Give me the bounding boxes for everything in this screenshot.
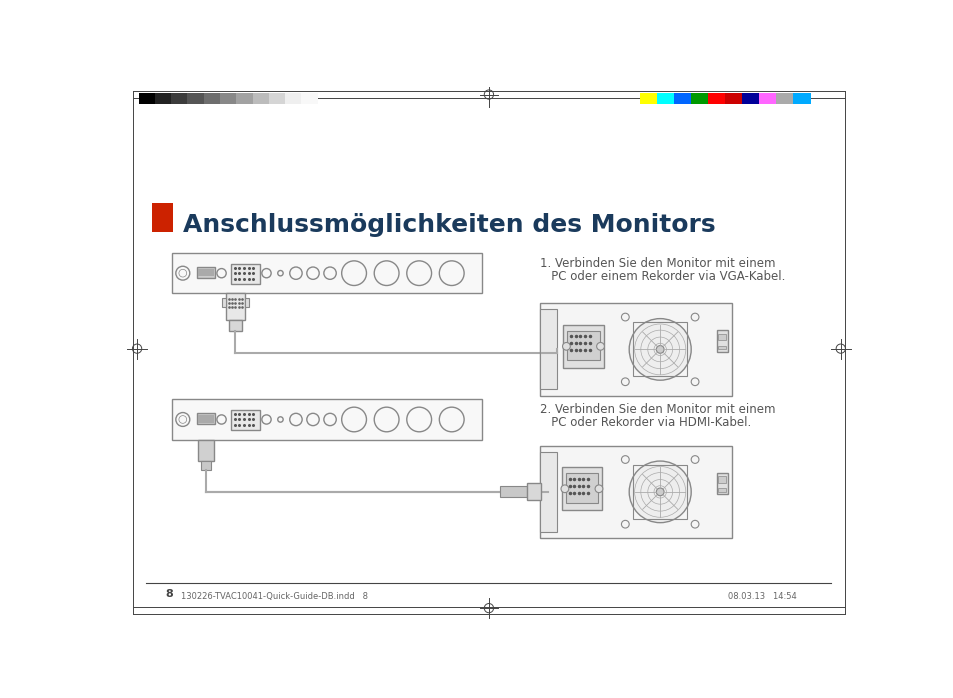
Circle shape (629, 461, 691, 523)
Text: PC oder Rekorder via HDMI-Kabel.: PC oder Rekorder via HDMI-Kabel. (539, 417, 751, 429)
Bar (565, 473, 598, 503)
Bar (253, 93, 269, 104)
Bar (718, 334, 725, 340)
Text: 8: 8 (166, 589, 173, 599)
Bar (152, 203, 173, 232)
Bar (539, 303, 732, 396)
Bar (674, 93, 691, 104)
Bar (154, 93, 171, 104)
Bar (633, 322, 686, 376)
Bar (196, 413, 215, 424)
Bar (200, 461, 212, 470)
Bar (285, 93, 301, 104)
Text: PC oder einem Rekorder via VGA-Kabel.: PC oder einem Rekorder via VGA-Kabel. (539, 270, 784, 283)
Bar (231, 410, 260, 430)
Circle shape (656, 346, 663, 353)
Bar (236, 93, 253, 104)
Bar (499, 487, 526, 497)
Bar (526, 484, 540, 500)
Bar (196, 267, 215, 278)
Bar (776, 93, 793, 104)
Bar (221, 298, 226, 307)
Bar (718, 477, 725, 482)
Circle shape (595, 485, 602, 493)
Text: 1. Verbinden Sie den Monitor mit einem: 1. Verbinden Sie den Monitor mit einem (539, 257, 775, 270)
Text: 08.03.13   14:54: 08.03.13 14:54 (727, 592, 796, 601)
Bar (198, 440, 213, 461)
Bar (172, 399, 481, 440)
Bar (226, 293, 245, 320)
Bar (741, 93, 759, 104)
Bar (231, 264, 260, 284)
Circle shape (656, 488, 663, 496)
Bar (718, 346, 725, 350)
Bar (138, 93, 154, 104)
Circle shape (560, 485, 568, 493)
Bar (229, 320, 241, 331)
Bar (657, 93, 674, 104)
Bar (793, 93, 810, 104)
Bar (561, 467, 601, 510)
Bar (171, 93, 187, 104)
Bar (562, 325, 603, 368)
Bar (172, 253, 481, 293)
Text: 2. Verbinden Sie den Monitor mit einem: 2. Verbinden Sie den Monitor mit einem (539, 403, 775, 416)
Bar (691, 93, 707, 104)
Circle shape (596, 343, 604, 350)
Bar (220, 93, 236, 104)
Bar (269, 93, 285, 104)
Bar (245, 298, 249, 307)
Bar (716, 330, 727, 352)
Bar (198, 415, 213, 422)
Bar (539, 445, 732, 538)
Bar (301, 93, 317, 104)
Circle shape (562, 343, 570, 350)
Bar (716, 473, 727, 494)
Bar (707, 93, 724, 104)
Text: Anschlussmöglichkeiten des Monitors: Anschlussmöglichkeiten des Monitors (183, 213, 715, 237)
Bar (187, 93, 204, 104)
Bar (759, 93, 776, 104)
Bar (204, 93, 220, 104)
Bar (718, 488, 725, 492)
Bar (539, 309, 557, 389)
Bar (639, 93, 657, 104)
Bar (724, 93, 741, 104)
Circle shape (629, 318, 691, 380)
Bar (539, 452, 557, 532)
Bar (567, 331, 599, 360)
Text: 130226-TVAC10041-Quick-Guide-DB.indd   8: 130226-TVAC10041-Quick-Guide-DB.indd 8 (181, 592, 368, 601)
Bar (633, 465, 686, 519)
Bar (198, 269, 213, 276)
